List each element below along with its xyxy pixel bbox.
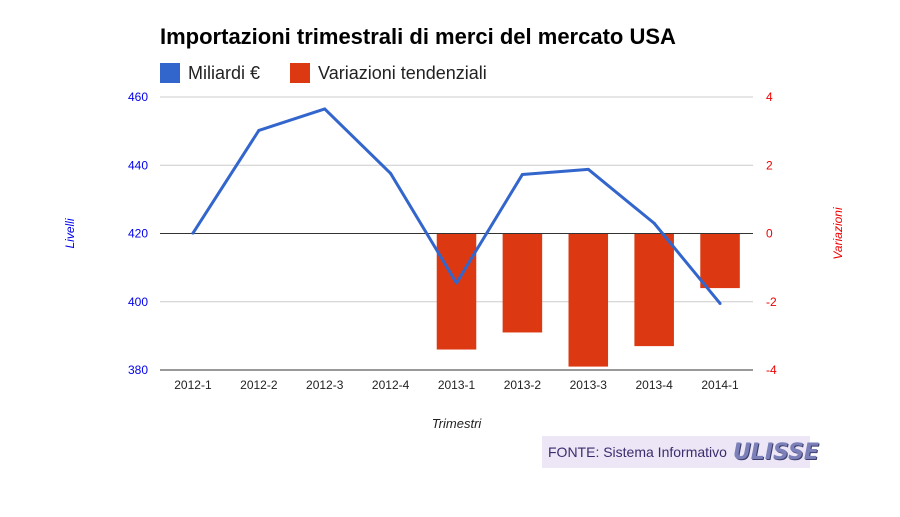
bar bbox=[436, 233, 477, 350]
bar bbox=[634, 233, 674, 347]
x-tick-label: 2013-1 bbox=[438, 378, 476, 392]
line-point bbox=[520, 172, 524, 176]
line-series bbox=[191, 107, 722, 305]
legend-label-line: Miliardi € bbox=[188, 62, 261, 83]
line-point bbox=[389, 171, 393, 175]
source-text: FONTE: Sistema Informativo bbox=[548, 444, 727, 460]
y-tick-label-left: 440 bbox=[128, 158, 148, 172]
legend-swatch-bars bbox=[290, 63, 311, 83]
line-point bbox=[455, 281, 458, 285]
y-tick-label-right: -4 bbox=[766, 363, 777, 377]
x-axis-label: Trimestri bbox=[432, 416, 483, 431]
chart-title: Importazioni trimestrali di merci del me… bbox=[160, 24, 676, 49]
y-tick-label-left: 460 bbox=[128, 90, 148, 104]
line-point bbox=[586, 167, 590, 171]
legend-swatch-line bbox=[160, 63, 180, 83]
bar bbox=[502, 233, 543, 333]
y-axis-label-right: Variazioni bbox=[831, 207, 845, 260]
line-point bbox=[652, 221, 656, 225]
line-point bbox=[718, 301, 722, 305]
y-tick-label-right: 4 bbox=[766, 90, 773, 104]
y-axis-label-left: Livelli bbox=[63, 218, 77, 248]
y-tick-label-right: -2 bbox=[766, 295, 777, 309]
x-tick-label: 2013-3 bbox=[570, 378, 608, 392]
y-tick-label-left: 400 bbox=[128, 295, 148, 309]
line-point bbox=[257, 128, 261, 132]
y-tick-label-left: 380 bbox=[128, 363, 148, 377]
y-tick-label-right: 2 bbox=[766, 158, 773, 172]
ulisse-logo: ULISSE bbox=[732, 439, 819, 465]
line-point bbox=[191, 231, 195, 235]
legend: Miliardi € Variazioni tendenziali bbox=[160, 62, 517, 84]
bar-series bbox=[436, 233, 740, 367]
x-tick-label: 2013-4 bbox=[635, 378, 673, 392]
legend-item-bars[interactable]: Variazioni tendenziali bbox=[290, 63, 487, 84]
x-tick-label: 2012-3 bbox=[306, 378, 344, 392]
axis-ticks: 380 -4 400 -2 420 0 440 2 460 4 2012-1 2012-2 2012-3… bbox=[128, 90, 777, 392]
x-tick-label: 2012-4 bbox=[372, 378, 410, 392]
x-tick-label: 2012-1 bbox=[174, 378, 212, 392]
source-credit: FONTE: Sistema Informativo ULISSE bbox=[542, 436, 819, 468]
y-tick-label-left: 420 bbox=[128, 227, 148, 241]
x-tick-label: 2012-2 bbox=[240, 378, 278, 392]
legend-label-bars: Variazioni tendenziali bbox=[318, 62, 487, 83]
legend-item-line[interactable]: Miliardi € bbox=[160, 63, 260, 84]
x-tick-label: 2013-2 bbox=[504, 378, 542, 392]
bar bbox=[568, 233, 609, 367]
y-tick-label-right: 0 bbox=[766, 227, 773, 241]
bar bbox=[700, 233, 740, 289]
line-point bbox=[323, 107, 327, 111]
x-tick-label: 2014-1 bbox=[701, 378, 739, 392]
